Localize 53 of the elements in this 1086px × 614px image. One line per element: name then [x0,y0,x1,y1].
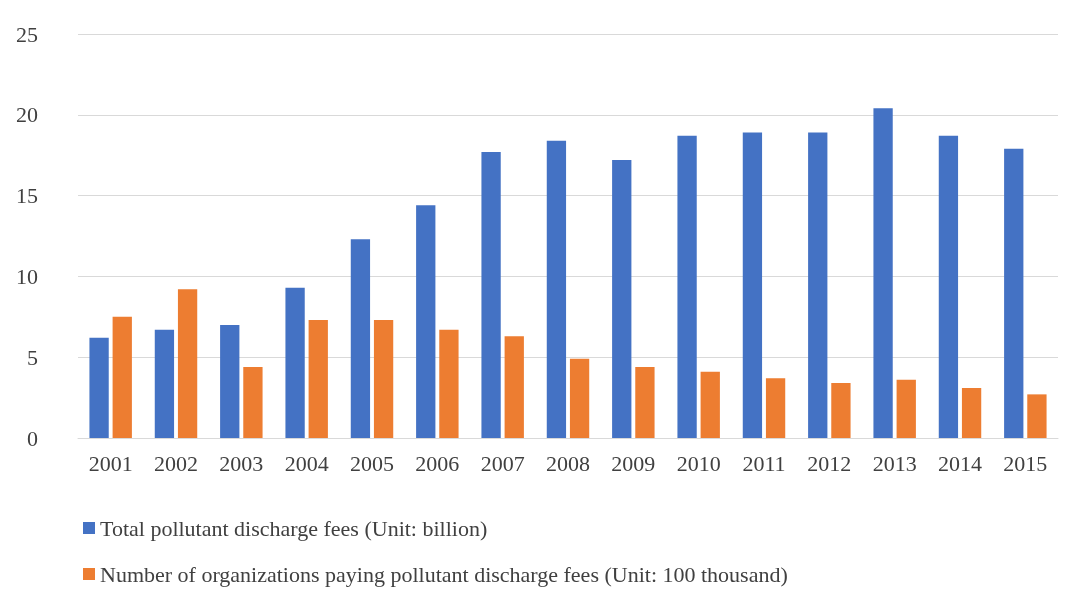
bar [373,320,394,438]
x-tick-label: 2005 [350,450,394,476]
bar [112,316,132,438]
x-tick-label: 2010 [676,450,721,476]
x-tick-label: 2011 [742,450,786,476]
bar [220,324,240,438]
x-tick-label: 2014 [938,450,982,476]
y-tick-label: 15 [16,183,38,209]
y-tick-label: 0 [27,425,38,451]
y-tick-label: 20 [16,102,38,128]
bar [177,289,198,438]
bar [89,337,109,438]
bar [808,132,828,438]
y-tick-label: 10 [16,263,38,289]
bar [765,378,786,438]
bar [961,387,982,438]
bar [677,135,697,438]
x-tick-label: 2006 [415,450,460,476]
legend-label: Number of organizations paying pollutant discharge fees (Unit: 100 thousand) [100,561,788,587]
bar [243,366,263,438]
bar [831,383,851,438]
bar [1004,148,1024,438]
x-tick-label: 2008 [546,450,590,476]
bar [1027,394,1047,438]
x-tick-label: 2015 [1003,450,1048,476]
bar [873,108,893,438]
legend-label: Total pollutant discharge fees (Unit: billion) [100,515,488,541]
bar [612,160,632,438]
bar [350,239,371,438]
bar [439,329,459,438]
bar [700,371,720,438]
x-tick-label: 2001 [88,450,133,476]
x-tick-label: 2009 [611,450,656,476]
x-tick-label: 2007 [480,450,525,476]
bar [416,205,436,438]
bar [569,358,590,438]
bar [481,151,501,438]
bar [896,379,916,438]
x-tick-label: 2002 [154,450,198,476]
x-tick-label: 2013 [872,450,917,476]
bar [742,132,763,438]
bar [154,329,175,438]
y-tick-label: 5 [27,344,38,370]
bar [938,135,959,438]
y-tick-label: 25 [16,21,38,47]
bar [285,287,305,438]
bar [546,140,567,438]
bar [308,320,328,438]
bar [504,336,524,438]
x-tick-label: 2003 [219,450,264,476]
bar [635,366,655,438]
x-tick-label: 2012 [807,450,852,476]
x-tick-label: 2004 [284,450,329,476]
